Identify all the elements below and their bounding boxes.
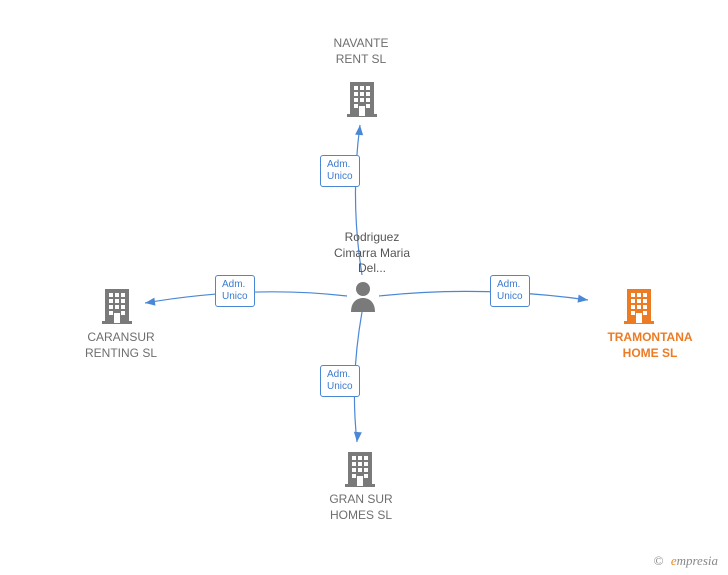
edge-arrow-icon: [355, 125, 364, 136]
edge-label: Adm. Unico: [320, 365, 360, 397]
node-label: GRAN SUR HOMES SL: [316, 492, 406, 523]
node-label: TRAMONTANA HOME SL: [595, 330, 705, 361]
edge-arrow-icon: [578, 295, 589, 304]
node-label: NAVANTE RENT SL: [316, 36, 406, 67]
person-icon: [349, 280, 377, 317]
edge-label: Adm. Unico: [215, 275, 255, 307]
edge: [379, 291, 588, 300]
edge-label: Adm. Unico: [490, 275, 530, 307]
edge-arrow-icon: [144, 298, 155, 307]
building-icon: [343, 450, 377, 493]
center-node-label: Rodriguez Cimarra Maria Del...: [332, 230, 412, 277]
building-icon: [622, 287, 656, 330]
copyright-symbol: ©: [654, 553, 664, 568]
node-label: CARANSUR RENTING SL: [71, 330, 171, 361]
building-icon: [345, 80, 379, 123]
building-icon: [100, 287, 134, 330]
watermark: © empresia: [654, 553, 718, 569]
edge-label: Adm. Unico: [320, 155, 360, 187]
brand-rest: mpresia: [677, 553, 718, 568]
edge-arrow-icon: [353, 432, 362, 443]
